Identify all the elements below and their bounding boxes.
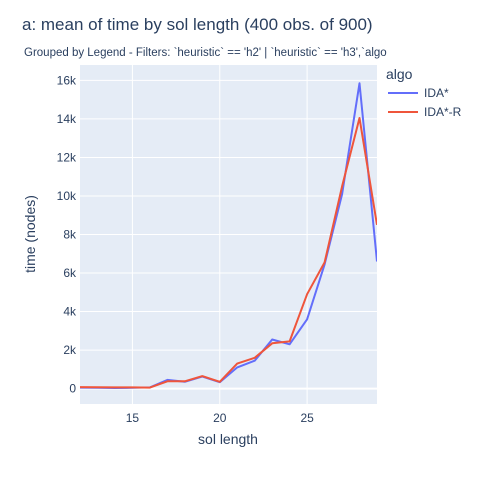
- x-tick-labels: 15 20 25: [126, 411, 314, 425]
- x-axis-title: sol length: [198, 431, 258, 447]
- x-tick-label: 20: [213, 411, 227, 425]
- y-tick-label: 16k: [57, 73, 77, 87]
- x-tick-label: 15: [126, 411, 140, 425]
- legend-item[interactable]: IDA*-R: [388, 105, 462, 119]
- y-tick-labels: 0 2k 4k 6k 8k 10k 12k 14k 16k: [57, 73, 77, 395]
- chart-subtitle: Grouped by Legend - Filters: `heuristic`…: [24, 47, 387, 59]
- y-tick-label: 14k: [57, 112, 77, 126]
- legend: algo IDA* IDA*-R: [386, 66, 462, 119]
- y-tick-label: 0: [69, 382, 76, 396]
- legend-label: IDA*: [424, 86, 449, 100]
- y-tick-label: 8k: [63, 228, 77, 242]
- legend-title: algo: [386, 66, 413, 82]
- series-lines: [80, 82, 377, 389]
- y-tick-label: 10k: [57, 189, 77, 203]
- y-tick-label: 12k: [57, 150, 77, 164]
- y-tick-label: 6k: [63, 266, 77, 280]
- y-axis-title: time (nodes): [22, 195, 38, 273]
- grid: [80, 65, 377, 404]
- legend-label: IDA*-R: [424, 105, 462, 119]
- chart-title: a: mean of time by sol length (400 obs. …: [22, 15, 373, 34]
- x-tick-label: 25: [300, 411, 314, 425]
- y-tick-label: 4k: [63, 305, 77, 319]
- series-line-ida-r: [80, 117, 377, 389]
- legend-item[interactable]: IDA*: [388, 86, 449, 100]
- y-tick-label: 2k: [63, 343, 77, 357]
- legend-items: IDA* IDA*-R: [388, 86, 462, 119]
